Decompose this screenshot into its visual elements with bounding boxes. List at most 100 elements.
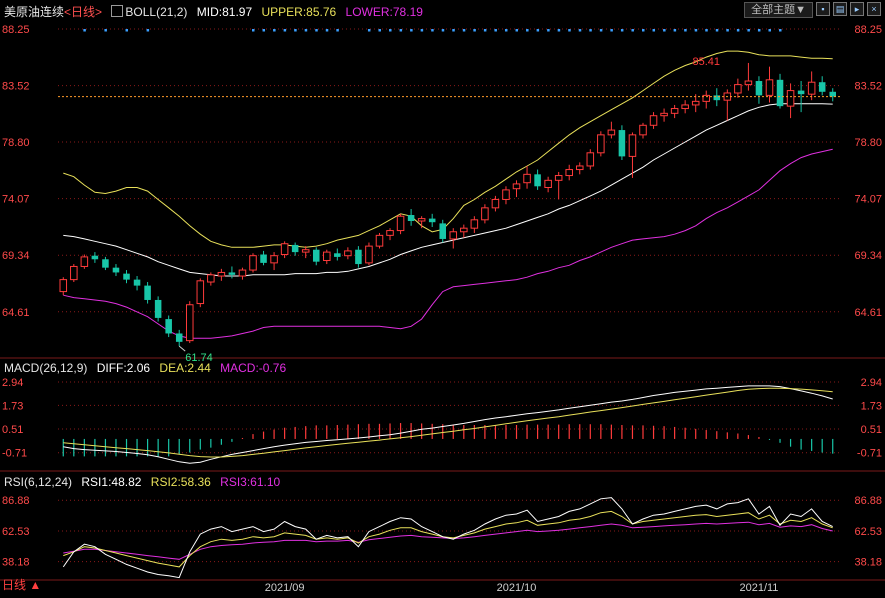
signal-dot	[652, 29, 656, 32]
period-selector[interactable]: 日线 ▲	[2, 578, 42, 592]
boll-upper-label: UPPER:85.76	[261, 5, 337, 19]
signal-dot	[294, 29, 297, 32]
rsi-y-tick-right: 38.18	[854, 557, 882, 569]
rsi1-label: RSI1:48.82	[81, 475, 142, 489]
main-y-tick-left: 74.07	[2, 194, 30, 206]
candle-up	[744, 80, 753, 86]
expand-icon[interactable]: ▸	[850, 2, 864, 16]
signal-dot	[504, 29, 508, 32]
candle-up	[396, 215, 405, 232]
macd-y-tick-left: -0.71	[2, 448, 27, 460]
candle-up	[460, 227, 468, 233]
candle-up	[270, 255, 278, 264]
boll-upper-line	[63, 50, 833, 248]
candle-down	[112, 267, 120, 273]
macd-value-label: MACD:-0.76	[220, 361, 287, 375]
macd-dea-line	[63, 387, 833, 458]
rsi-y-tick-left: 38.18	[2, 557, 30, 569]
candle-down	[818, 82, 826, 92]
main-y-tick-left: 69.34	[2, 250, 30, 262]
signal-dot	[399, 29, 403, 32]
signal-dot	[262, 29, 266, 32]
candle-down	[755, 81, 763, 96]
rsi1-line	[62, 497, 833, 579]
candle-down	[102, 259, 109, 268]
candle-up	[786, 90, 795, 107]
x-tick-label: 2021/10	[497, 582, 537, 594]
signal-dot	[694, 29, 698, 32]
signal-dot	[304, 29, 308, 32]
candle-up	[649, 115, 658, 126]
main-y-tick-right: 64.61	[854, 307, 882, 319]
candle-up	[344, 250, 352, 257]
boll-label[interactable]: BOLL(21,2)	[125, 5, 188, 19]
candle-down	[228, 272, 236, 275]
candle-up	[502, 189, 510, 200]
boll-mid-label: MID:81.97	[196, 5, 253, 19]
rsi2-label: RSI2:58.36	[150, 475, 211, 489]
signal-dot	[410, 29, 413, 32]
signal-dot	[779, 29, 782, 32]
main-panel-header: 美原油连续<日线> BOLL(21,2) MID:81.97 UPPER:85.…	[4, 3, 429, 20]
candle-up	[639, 124, 647, 136]
signal-dot	[431, 29, 434, 32]
macd-diff-label: DIFF:2.06	[96, 361, 151, 375]
candle-up	[185, 304, 194, 342]
minimize-icon[interactable]: ▪	[816, 2, 830, 16]
signal-dot	[515, 29, 519, 32]
signal-dot	[336, 29, 339, 32]
candle-down	[534, 174, 541, 187]
low-annotation-pointer	[178, 345, 186, 352]
signal-dot	[441, 29, 445, 32]
candle-down	[355, 249, 362, 265]
macd-y-tick-right: -0.71	[857, 448, 882, 460]
period-tag[interactable]: <日线>	[64, 5, 103, 19]
candle-up	[70, 265, 78, 281]
main-y-tick-left: 88.25	[2, 24, 30, 36]
signal-dot	[473, 29, 476, 32]
rsi-title[interactable]: RSI(6,12,24)	[4, 475, 73, 489]
top-controls: 全部主题▼ ▪ ▤ ▸ ×	[744, 2, 881, 18]
signal-dot	[125, 29, 129, 32]
signal-dot	[367, 29, 371, 32]
close-icon[interactable]: ×	[867, 2, 881, 16]
macd-y-tick-left: 0.51	[2, 424, 23, 436]
candle-up	[238, 269, 247, 277]
signal-dot	[325, 29, 329, 32]
candle-up	[670, 108, 679, 114]
candle-up	[417, 218, 426, 222]
main-y-tick-right: 69.34	[854, 250, 882, 262]
macd-title[interactable]: MACD(26,12,9)	[4, 361, 88, 375]
chart-type-icon[interactable]: ▤	[833, 2, 847, 16]
signal-dot	[378, 29, 381, 32]
candle-down	[428, 218, 436, 223]
candle-up	[491, 198, 500, 209]
candle-up	[586, 152, 595, 167]
boll-mid-line	[63, 103, 833, 277]
candle-down	[165, 319, 172, 334]
macd-dea-label: DEA:2.44	[159, 361, 211, 375]
boll-lower-label: LOWER:78.19	[345, 5, 423, 19]
signal-dot	[568, 29, 571, 32]
signal-dot	[684, 29, 687, 32]
main-y-tick-left: 64.61	[2, 307, 30, 319]
theme-dropdown[interactable]: 全部主题▼	[744, 2, 813, 18]
candle-up	[80, 256, 89, 267]
candle-up	[375, 234, 384, 247]
candle-down	[312, 249, 320, 262]
signal-dot	[536, 29, 540, 32]
boll-icon	[111, 5, 124, 17]
signal-dot	[673, 29, 677, 32]
candle-up	[523, 173, 531, 184]
signal-dot	[146, 29, 150, 32]
signal-dot	[610, 29, 613, 32]
signal-dot	[726, 29, 729, 32]
candle-down	[91, 255, 99, 260]
rsi-y-tick-left: 86.88	[2, 495, 30, 507]
candle-up	[691, 100, 700, 106]
rsi-y-tick-right: 62.53	[854, 526, 882, 538]
candle-up	[544, 179, 552, 188]
rsi3-label: RSI3:61.10	[220, 475, 281, 489]
